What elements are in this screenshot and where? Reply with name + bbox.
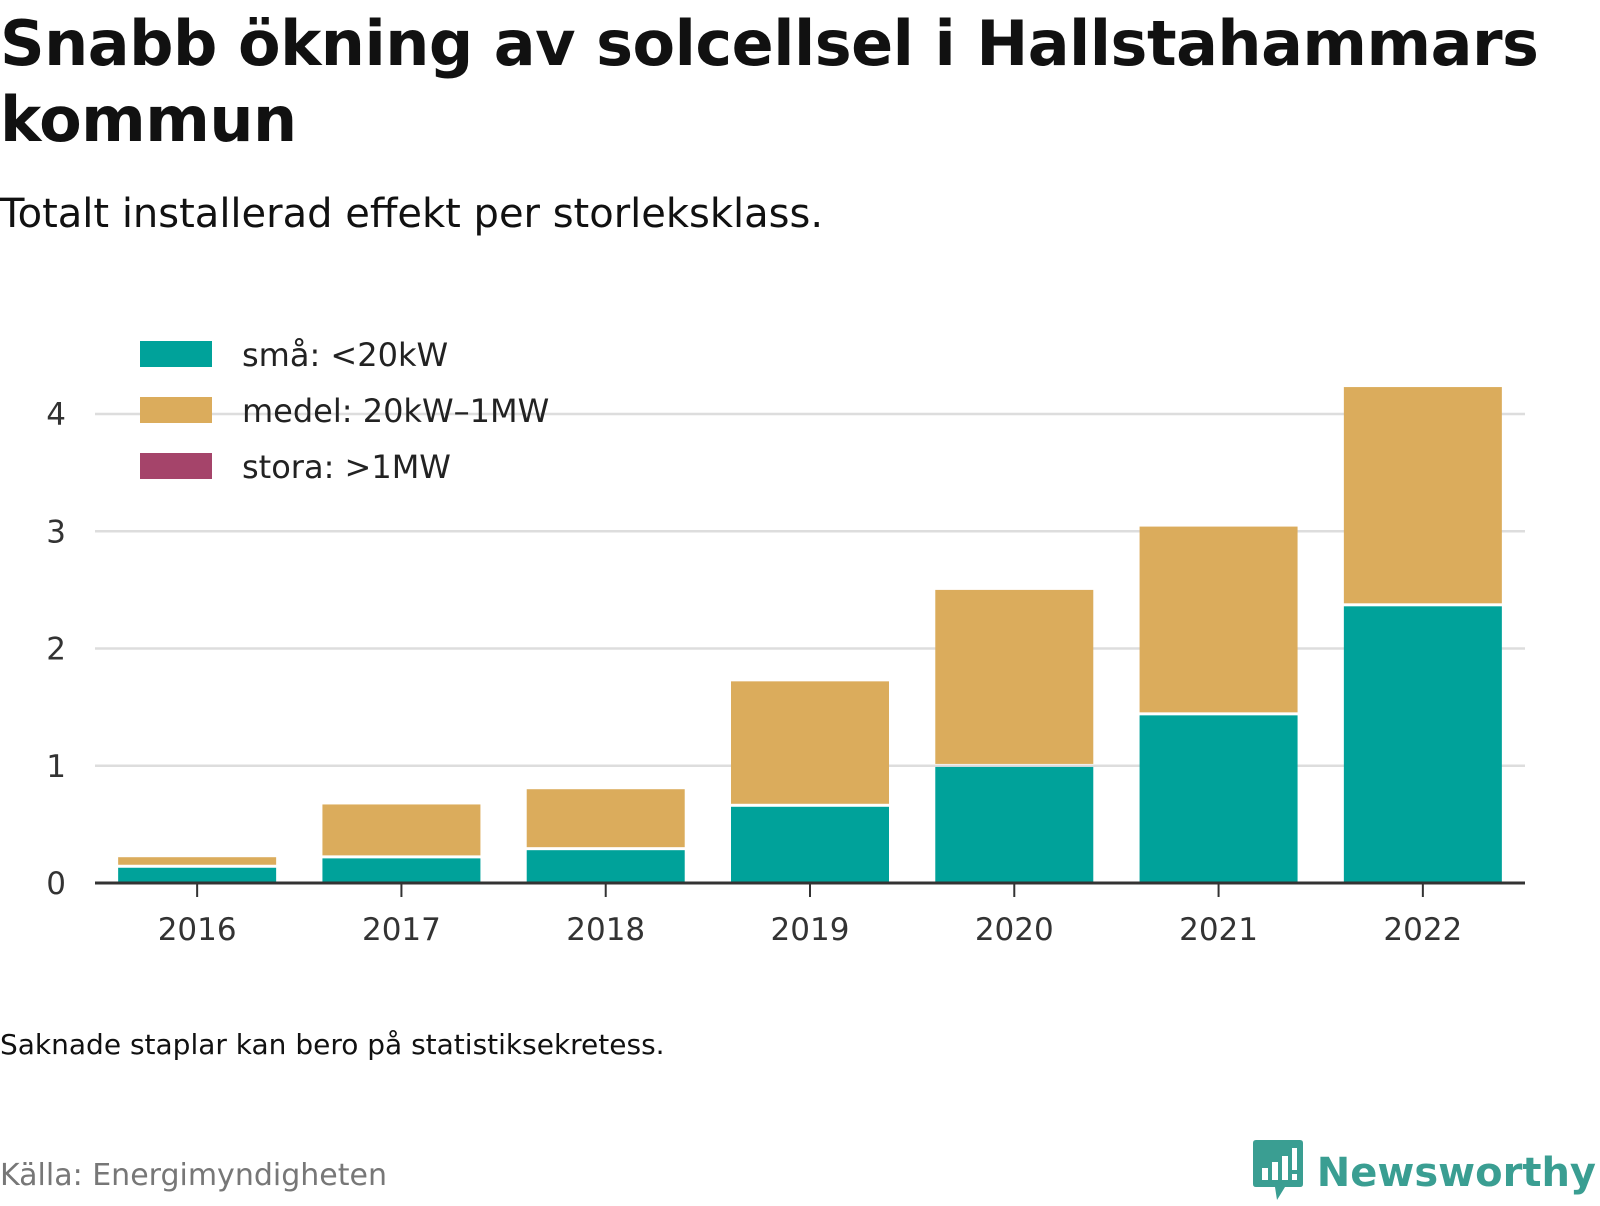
y-tick-label: 4 (46, 397, 66, 433)
x-tick-label: 2021 (1179, 912, 1258, 948)
bar-segment (526, 789, 685, 848)
bar-segment (1139, 526, 1298, 713)
y-tick-label: 3 (46, 514, 66, 550)
x-tick-label: 2020 (975, 912, 1054, 948)
bar-segment (526, 850, 685, 883)
bar-segment (731, 681, 889, 804)
bar-segment (1139, 715, 1298, 883)
legend-swatch (140, 341, 212, 367)
legend-swatch (140, 397, 212, 423)
y-tick-label: 0 (46, 866, 66, 902)
legend-label: medel: 20kW–1MW (242, 392, 549, 430)
bar-segment (118, 867, 277, 883)
bar-segment (118, 857, 277, 865)
bar-segment (935, 589, 1094, 764)
bars (118, 387, 1502, 883)
y-tick-label: 2 (46, 632, 66, 668)
source-credit: Källa: Energimyndigheten (0, 1158, 387, 1193)
x-tick-label: 2017 (362, 912, 441, 948)
x-tick-label: 2016 (158, 912, 237, 948)
newsworthy-logo-icon (1252, 1140, 1303, 1206)
chart-title: Snabb ökning av solcellsel i Hallstahamm… (0, 7, 1539, 156)
stacked-bar-chart: 0 1 2 3 4 2016 2017 2018 2019 2020 2021 2022 små: <… (46, 336, 1525, 948)
x-tick-label: 2018 (566, 912, 645, 948)
bar-segment (322, 858, 481, 883)
legend-label: små: <20kW (242, 336, 448, 374)
footnote: Saknade staplar kan bero på statistiksek… (0, 1028, 665, 1061)
bar-segment (1343, 606, 1502, 883)
legend-label: stora: >1MW (242, 448, 451, 486)
chart-subtitle: Totalt installerad effekt per storlekskl… (0, 191, 824, 237)
axes: 0 1 2 3 4 2016 2017 2018 2019 2020 2021 2022 (46, 397, 1525, 948)
x-tick-label: 2022 (1383, 912, 1462, 948)
bar-segment (935, 766, 1094, 883)
legend: små: <20kW medel: 20kW–1MW stora: >1MW (140, 336, 549, 486)
brand-name: Newsworthy (1316, 1150, 1596, 1196)
brand-logo: Newsworthy (1252, 1140, 1596, 1206)
legend-swatch (140, 453, 212, 479)
bar-segment (1343, 387, 1502, 604)
bar-segment (322, 804, 481, 856)
x-tick-label: 2019 (771, 912, 850, 948)
y-tick-label: 1 (46, 749, 66, 785)
bar-segment (731, 806, 889, 883)
